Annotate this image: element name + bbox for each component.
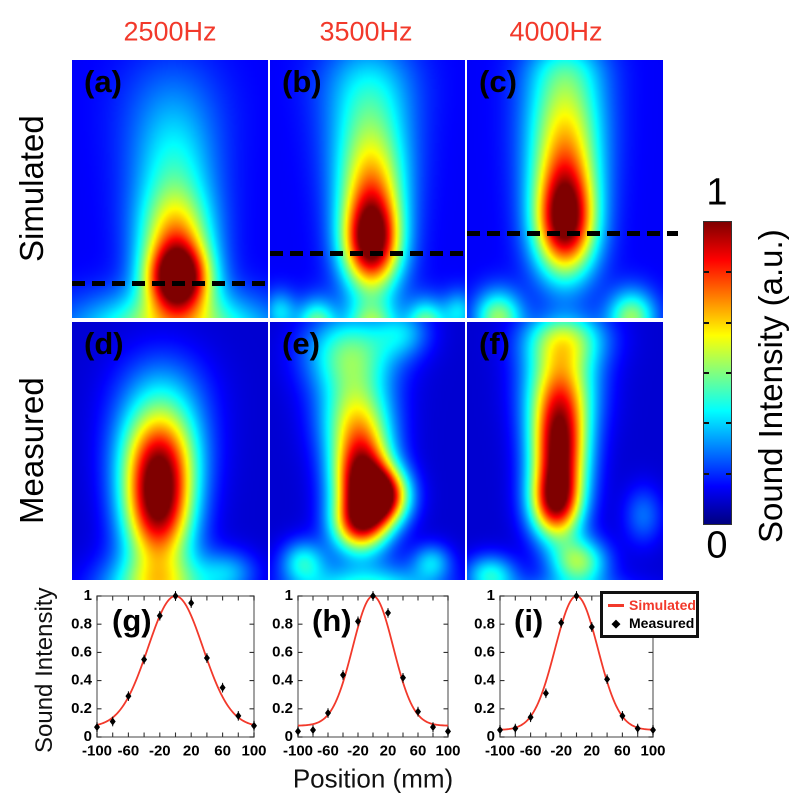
profile-g bbox=[55, 586, 266, 778]
profile-h bbox=[256, 586, 460, 778]
colorbar-tick bbox=[726, 321, 731, 324]
colorbar-tick bbox=[726, 372, 731, 374]
colorbar-tick bbox=[704, 321, 709, 324]
heatmap-panel-d: (d) bbox=[72, 322, 268, 580]
row-label-measured: Measured bbox=[13, 377, 50, 525]
column-header-4000hz: 4000Hz bbox=[509, 16, 603, 47]
legend: Simulated ◆ Measured bbox=[600, 591, 699, 638]
panel-letter-e: (e) bbox=[282, 326, 320, 361]
heatmap-f-canvas bbox=[467, 322, 663, 580]
dashed-line-b bbox=[270, 250, 465, 256]
colorbar-tick bbox=[704, 422, 709, 425]
legend-item-measured: ◆ Measured bbox=[608, 614, 695, 632]
heatmap-panel-c: (c) bbox=[467, 60, 679, 318]
heatmap-panel-a: (a) bbox=[72, 60, 268, 318]
heatmap-panel-f: (f) bbox=[467, 322, 663, 580]
legend-simulated-label: Simulated bbox=[629, 597, 696, 613]
legend-line-swatch bbox=[608, 603, 624, 607]
heatmap-d-canvas bbox=[72, 322, 268, 580]
colorbar-tick bbox=[726, 422, 731, 425]
colorbar-axis-label: Sound Intensity (a.u.) bbox=[752, 229, 789, 543]
colorbar-min-label: 0 bbox=[706, 524, 728, 567]
colorbar-tick bbox=[704, 372, 709, 374]
panel-letter-c: (c) bbox=[479, 64, 517, 99]
panel-letter-i: (i) bbox=[514, 603, 544, 638]
colorbar-tick bbox=[704, 271, 709, 274]
dashed-line-a bbox=[72, 280, 268, 286]
panel-letter-b: (b) bbox=[282, 64, 322, 99]
colorbar bbox=[703, 221, 732, 525]
colorbar-max-label: 1 bbox=[706, 171, 728, 214]
panel-letter-g: (g) bbox=[112, 603, 152, 638]
legend-measured-label: Measured bbox=[629, 615, 695, 631]
heatmap-panel-b: (b) bbox=[270, 60, 465, 318]
heatmap-e-canvas bbox=[270, 322, 465, 580]
panel-letter-h: (h) bbox=[312, 603, 352, 638]
column-header-3500hz: 3500Hz bbox=[319, 16, 413, 47]
row-label-simulated: Simulated bbox=[13, 115, 50, 263]
colorbar-tick bbox=[704, 472, 709, 475]
colorbar-tick bbox=[726, 472, 731, 475]
profiles-x-axis-label: Position (mm) bbox=[292, 763, 454, 794]
heatmap-c-canvas bbox=[467, 60, 663, 318]
panel-letter-d: (d) bbox=[84, 326, 124, 361]
panel-letter-f: (f) bbox=[479, 326, 510, 361]
heatmap-panel-e: (e) bbox=[270, 322, 465, 580]
legend-diamond-icon: ◆ bbox=[611, 617, 621, 630]
panel-letter-a: (a) bbox=[84, 64, 122, 99]
colorbar-tick bbox=[726, 271, 731, 274]
heatmap-b-canvas bbox=[270, 60, 465, 318]
dashed-line-c bbox=[467, 230, 679, 236]
legend-item-simulated: Simulated bbox=[608, 596, 696, 614]
column-header-2500hz: 2500Hz bbox=[123, 16, 217, 47]
heatmap-a-canvas bbox=[72, 60, 268, 318]
